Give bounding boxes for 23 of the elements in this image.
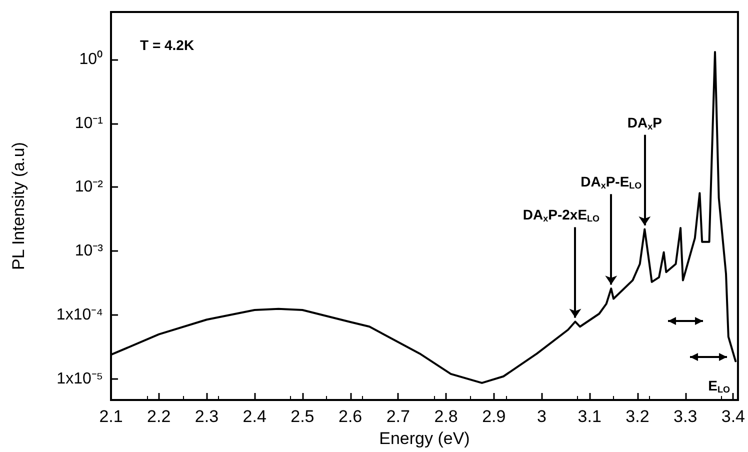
- y-tick-label: 1x10⁻⁴: [56, 306, 104, 324]
- x-tick-label: 2.5: [290, 407, 314, 426]
- x-tick-label: 3.4: [721, 407, 746, 426]
- x-tick-label: 3.3: [674, 407, 698, 426]
- y-tick-label: 10⁰: [79, 50, 103, 68]
- x-tick-label: 2.8: [434, 407, 458, 426]
- x-tick-label: 2.1: [99, 407, 123, 426]
- y-axis-title: PL Intensity (a.u): [9, 142, 28, 270]
- x-tick-label: 2.3: [194, 407, 219, 426]
- x-tick-label: 3.2: [626, 407, 650, 426]
- x-tick-label: 2.2: [147, 407, 171, 426]
- x-tick-label: 2.7: [386, 407, 410, 426]
- y-tick-label: 10⁻¹: [74, 114, 103, 132]
- x-tick-label: 2.9: [482, 407, 506, 426]
- y-tick-label: 1x10⁻⁵: [56, 370, 103, 388]
- annotation: T = 4.2K: [140, 37, 194, 53]
- y-tick-label: 10⁻²: [74, 178, 104, 196]
- x-tick-label: 3.1: [578, 407, 602, 426]
- y-tick-label: 10⁻³: [74, 242, 104, 260]
- x-tick-label: 2.6: [338, 407, 362, 426]
- x-tick-label: 3: [537, 407, 546, 426]
- x-axis-title: Energy (eV): [379, 429, 470, 448]
- x-tick-label: 2.4: [242, 407, 266, 426]
